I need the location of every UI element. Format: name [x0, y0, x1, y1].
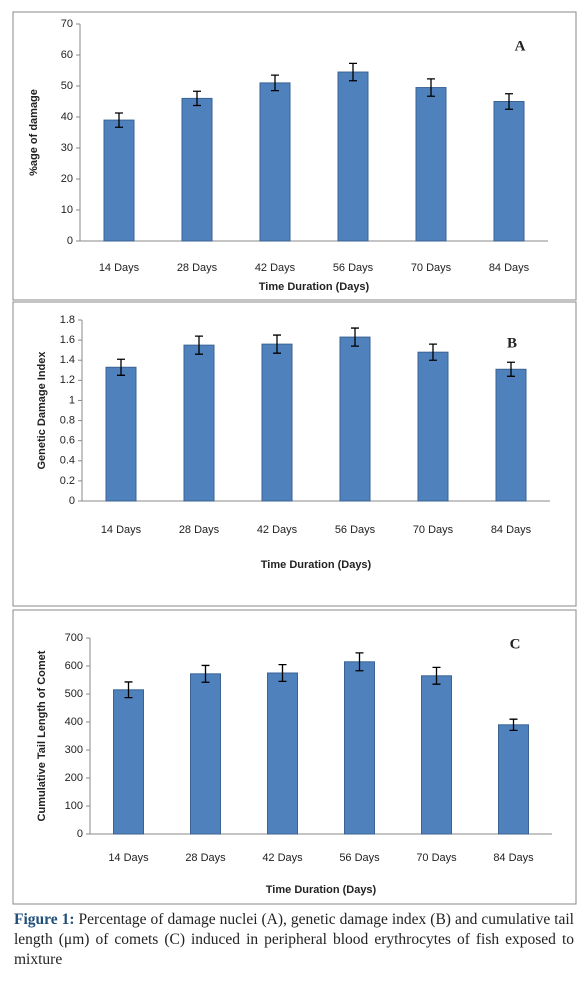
- y-tick-label: 0.6: [60, 435, 75, 447]
- y-tick-label: 0.4: [60, 455, 75, 467]
- caption: Figure 1: Percentage of damage nuclei (A…: [14, 910, 574, 970]
- panel-frame: [12, 301, 577, 607]
- y-tick-label: 1.6: [60, 334, 75, 346]
- caption-text: Percentage of damage nuclei (A), genetic…: [14, 911, 574, 968]
- y-tick-label: 1.2: [60, 374, 75, 386]
- bar: [267, 672, 298, 835]
- bar: [421, 675, 452, 835]
- y-tick-label: 300: [65, 744, 83, 756]
- x-tick-label: 28 Days: [177, 262, 218, 274]
- panel-label: B: [507, 335, 517, 351]
- error-bar: [115, 112, 123, 128]
- bar: [344, 661, 375, 835]
- error-bar: [507, 361, 515, 377]
- x-tick-label: 42 Days: [255, 262, 296, 274]
- panel-label: C: [510, 636, 521, 652]
- error-bar: [195, 335, 203, 355]
- y-tick-label: 30: [61, 142, 73, 154]
- x-axis-title: Time Duration (Days): [259, 281, 370, 293]
- y-tick-label: 20: [61, 173, 73, 185]
- bar: [415, 87, 447, 242]
- error-bar: [201, 664, 210, 683]
- error-bar: [117, 358, 125, 376]
- error-bar: [427, 78, 435, 97]
- y-tick-label: 1.8: [60, 314, 75, 326]
- bar: [498, 724, 529, 835]
- y-axis-title: %age of damage: [28, 89, 40, 176]
- y-tick-label: 600: [65, 660, 83, 672]
- error-bar: [505, 93, 513, 110]
- y-tick-label: 700: [65, 632, 83, 644]
- x-tick-label: 84 Days: [493, 852, 534, 864]
- x-axis-title: Time Duration (Days): [266, 884, 377, 896]
- error-bar: [429, 343, 437, 361]
- y-axis-title: Genetic Damage Index: [36, 351, 48, 470]
- y-tick-label: 0: [77, 828, 83, 840]
- error-bar: [349, 62, 357, 82]
- y-tick-label: 1: [69, 394, 75, 406]
- x-tick-label: 56 Days: [335, 524, 376, 536]
- x-tick-label: 70 Days: [411, 262, 452, 274]
- panel-frame: [12, 609, 577, 905]
- x-tick-label: 70 Days: [416, 852, 457, 864]
- x-axis-title: Time Duration (Days): [261, 559, 372, 571]
- bar: [493, 101, 525, 242]
- bar: [337, 71, 369, 242]
- caption-label: Figure 1:: [14, 911, 75, 928]
- x-tick-label: 14 Days: [101, 524, 142, 536]
- y-tick-label: 0: [67, 235, 73, 247]
- y-tick-label: 200: [65, 772, 83, 784]
- bar: [183, 344, 215, 502]
- x-tick-label: 56 Days: [339, 852, 380, 864]
- y-tick-label: 1.4: [60, 354, 75, 366]
- error-bar: [432, 666, 441, 685]
- bar: [417, 351, 449, 502]
- x-tick-label: 56 Days: [333, 262, 374, 274]
- y-tick-label: 100: [65, 800, 83, 812]
- x-tick-label: 28 Days: [179, 524, 220, 536]
- x-tick-label: 14 Days: [108, 852, 149, 864]
- bar: [261, 343, 293, 502]
- y-axis-title: Cumulative Tail Length of Comet: [36, 650, 48, 821]
- x-tick-label: 70 Days: [413, 524, 454, 536]
- error-bar: [355, 652, 364, 672]
- panel-frame: [12, 11, 577, 301]
- bar: [181, 97, 213, 242]
- y-tick-label: 0.8: [60, 414, 75, 426]
- error-bar: [124, 681, 133, 699]
- bar: [103, 119, 135, 242]
- x-tick-label: 14 Days: [99, 262, 140, 274]
- error-bar: [273, 334, 281, 354]
- y-tick-label: 400: [65, 716, 83, 728]
- panel-label: A: [515, 38, 526, 54]
- bar: [495, 368, 527, 502]
- x-tick-label: 42 Days: [257, 524, 298, 536]
- bar: [190, 673, 221, 835]
- error-bar: [509, 718, 518, 732]
- error-bar: [278, 663, 287, 683]
- x-tick-label: 84 Days: [489, 262, 530, 274]
- error-bar: [351, 327, 359, 347]
- x-tick-label: 84 Days: [491, 524, 532, 536]
- bar: [259, 82, 291, 242]
- y-tick-label: 50: [61, 80, 73, 92]
- y-tick-label: 500: [65, 688, 83, 700]
- y-tick-label: 0: [69, 495, 75, 507]
- y-tick-label: 10: [61, 204, 73, 216]
- y-tick-label: 60: [61, 49, 73, 61]
- bar: [113, 689, 144, 835]
- y-tick-label: 40: [61, 111, 73, 123]
- bar: [105, 366, 137, 502]
- y-tick-label: 70: [61, 18, 73, 30]
- x-tick-label: 42 Days: [262, 852, 303, 864]
- y-tick-label: 0.2: [60, 475, 75, 487]
- error-bar: [271, 74, 279, 92]
- error-bar: [193, 90, 201, 107]
- bar: [339, 336, 371, 502]
- x-tick-label: 28 Days: [185, 852, 226, 864]
